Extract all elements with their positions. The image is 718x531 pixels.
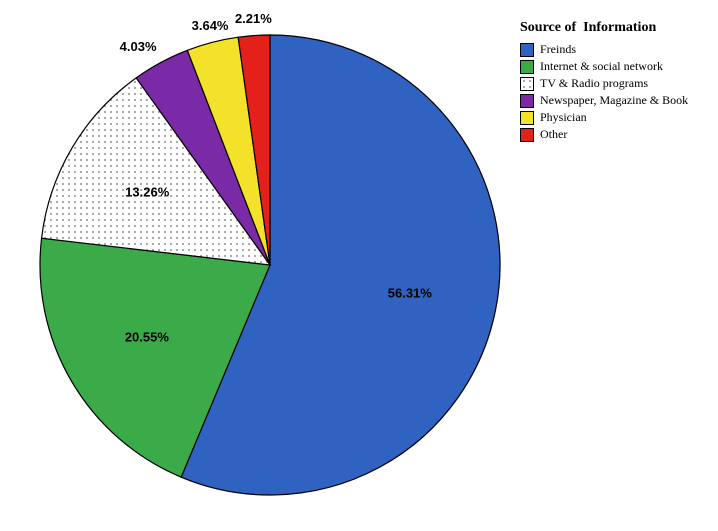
legend-swatch (520, 111, 534, 125)
pie-chart: 56.31%20.55%13.26%4.03%3.64%2.21% (30, 25, 510, 505)
legend-item: Internet & social network (520, 59, 710, 74)
page: 56.31% 20.55% 13.26% 4.03% 3.64% 2.21% Source… (0, 0, 718, 531)
legend-label: TV & Radio programs (540, 76, 648, 90)
pie-slices (40, 35, 500, 495)
slice-label: 13.26% (125, 185, 169, 200)
legend-label: Other (540, 127, 567, 141)
legend-item: Physician (520, 110, 710, 125)
legend-label: Newspaper, Magazine & Book (540, 93, 688, 107)
legend-swatch (520, 43, 534, 57)
legend-label: Physician (540, 110, 587, 124)
legend-item: Other (520, 127, 710, 142)
legend-label: Internet & social network (540, 59, 663, 73)
legend-item: Newspaper, Magazine & Book (520, 93, 710, 108)
slice-label: 56.31% (388, 286, 432, 301)
legend-label: Freinds (540, 42, 576, 56)
legend-item: Freinds (520, 42, 710, 57)
slice-label: 4.03% (120, 39, 157, 54)
legend-swatch (520, 128, 534, 142)
slice-label: 3.64% (192, 18, 229, 33)
slice-label: 2.21% (235, 11, 272, 26)
legend-swatch (520, 77, 534, 91)
legend-title: Source of Information (520, 20, 710, 36)
legend: Source of Information Freinds Internet & … (520, 20, 710, 144)
legend-swatch (520, 94, 534, 108)
slice-label: 20.55% (125, 329, 169, 344)
legend-items: Freinds Internet & social network TV & Rad… (520, 42, 710, 142)
pie-svg (30, 25, 510, 505)
legend-swatch (520, 60, 534, 74)
legend-item: TV & Radio programs (520, 76, 710, 91)
